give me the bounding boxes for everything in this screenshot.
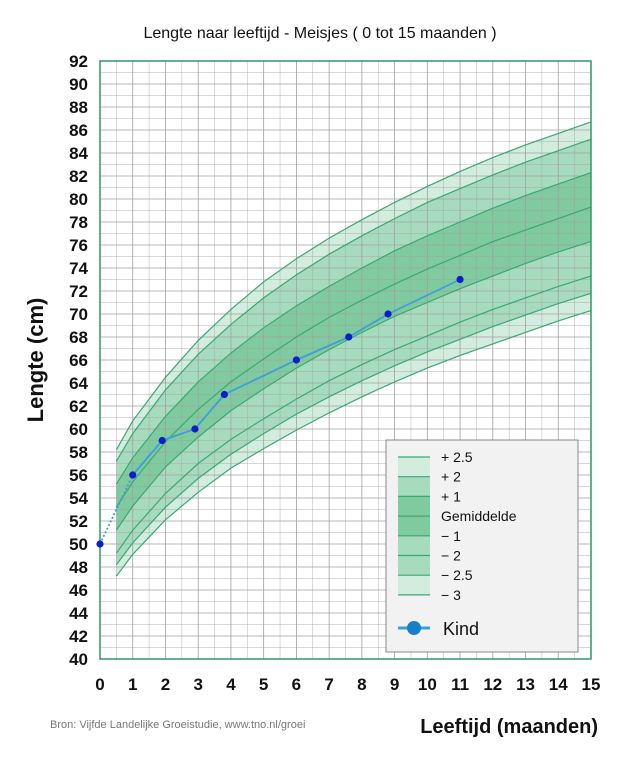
y-axis-ticks: 40 42 44 46 48 50 52 54 56 58 60 62 64 66 68 70 72 74 76 78… [69, 52, 88, 669]
y-tick-label: 66 [69, 351, 88, 370]
legend-label: − 3 [441, 587, 461, 603]
y-tick-label: 60 [69, 420, 88, 439]
y-tick-label: 40 [69, 650, 88, 669]
child-line [132, 278, 461, 476]
y-tick-label: 80 [69, 190, 88, 209]
y-tick-label: 76 [69, 236, 88, 255]
legend-label: + 1 [441, 488, 461, 504]
y-tick-label: 84 [69, 144, 88, 163]
legend-swatch [398, 555, 430, 576]
y-axis-label: Lengte (cm) [23, 298, 48, 423]
x-tick-label: 8 [357, 675, 366, 694]
curve-line-5 [115, 241, 592, 531]
chart-title: Lengte naar leeftijd - Meisjes ( 0 tot 1… [143, 25, 496, 42]
x-tick-label: 0 [95, 675, 104, 694]
y-tick-label: 64 [69, 374, 88, 393]
x-tick-label: 4 [226, 675, 236, 694]
y-tick-label: 52 [69, 512, 88, 531]
band-2 [116, 139, 592, 485]
curve-line-3 [115, 172, 592, 485]
child-point [292, 356, 300, 364]
y-tick-label: 88 [69, 98, 88, 117]
y-tick-label: 50 [69, 535, 88, 554]
x-tick-label: 11 [451, 675, 469, 694]
x-tick-label: 13 [516, 675, 535, 694]
legend-kind-marker [407, 621, 421, 635]
x-tick-label: 2 [161, 675, 170, 694]
legend-swatch [398, 575, 430, 595]
x-tick-label: 10 [418, 675, 437, 694]
y-tick-label: 58 [69, 443, 88, 462]
x-axis-ticks: 0 1 2 3 4 5 6 7 8 9 10 11 12 13 14 15 [95, 675, 600, 694]
curve-line-7 [115, 292, 592, 566]
legend-label: − 2.5 [441, 567, 473, 583]
legend-label: Gemiddelde [441, 508, 517, 524]
x-axis-label: Leeftijd (maanden) [420, 716, 598, 738]
band-3 [116, 172, 592, 508]
x-tick-label: 14 [549, 675, 568, 694]
x-tick-label: 3 [193, 675, 202, 694]
y-tick-label: 68 [69, 328, 88, 347]
band-4 [116, 207, 592, 531]
legend-label: − 1 [441, 528, 461, 544]
y-tick-label: 44 [69, 604, 88, 623]
curve-line-4 [115, 206, 592, 508]
y-tick-label: 72 [69, 282, 88, 301]
x-tick-label: 6 [292, 675, 301, 694]
band-6 [116, 276, 592, 565]
curve-line-2 [115, 138, 592, 462]
x-tick-label: 1 [128, 675, 137, 694]
x-tick-label: 9 [390, 675, 399, 694]
band-5 [116, 241, 592, 554]
child-line-start [99, 474, 134, 545]
legend-swatch [398, 457, 430, 477]
y-tick-label: 78 [69, 213, 88, 232]
legend-swatch [398, 496, 430, 517]
child-point [384, 310, 392, 318]
y-tick-label: 42 [69, 627, 88, 646]
y-tick-label: 62 [69, 397, 88, 416]
y-tick-label: 46 [69, 581, 88, 600]
x-tick-label: 15 [582, 675, 601, 694]
child-point [96, 540, 104, 548]
legend-label: + 2 [441, 469, 461, 485]
y-tick-label: 74 [69, 259, 88, 278]
curve-line-6 [115, 275, 592, 554]
y-tick-label: 70 [69, 305, 88, 324]
reference-curves [115, 121, 592, 577]
legend-kind-label: Kind [443, 619, 479, 639]
child-point [345, 333, 353, 341]
x-tick-label: 5 [259, 675, 268, 694]
child-point [191, 425, 199, 433]
legend-swatches [398, 456, 430, 596]
y-tick-label: 82 [69, 167, 88, 186]
curve-line-1 [115, 121, 592, 450]
child-series [96, 275, 464, 548]
x-tick-label: 12 [483, 675, 502, 694]
legend-swatch [398, 476, 430, 497]
y-tick-label: 56 [69, 466, 88, 485]
legend-label: − 2 [441, 548, 461, 564]
legend-labels: + 2.5 + 2 + 1 Gemiddelde − 1 − 2 − 2.5 − 3 [441, 449, 517, 603]
x-tick-label: 7 [324, 675, 333, 694]
plot-frame [99, 60, 592, 660]
curve-line-8 [115, 310, 592, 577]
child-point [158, 436, 166, 445]
y-tick-label: 48 [69, 558, 88, 577]
legend-swatch [398, 535, 430, 556]
band-7 [116, 293, 592, 577]
legend-swatch [398, 516, 430, 536]
source-note: Bron: Vijfde Landelijke Groeistudie, www… [50, 719, 305, 731]
y-tick-label: 54 [69, 489, 88, 508]
child-point [129, 471, 137, 479]
y-tick-label: 90 [69, 75, 88, 94]
legend: + 2.5 + 2 + 1 Gemiddelde − 1 − 2 − 2.5 − 3 Kind [385, 439, 579, 653]
legend-label: + 2.5 [441, 449, 473, 465]
child-point [220, 390, 228, 399]
y-tick-label: 92 [69, 52, 88, 71]
y-tick-label: 86 [69, 121, 88, 140]
child-point [456, 275, 464, 284]
